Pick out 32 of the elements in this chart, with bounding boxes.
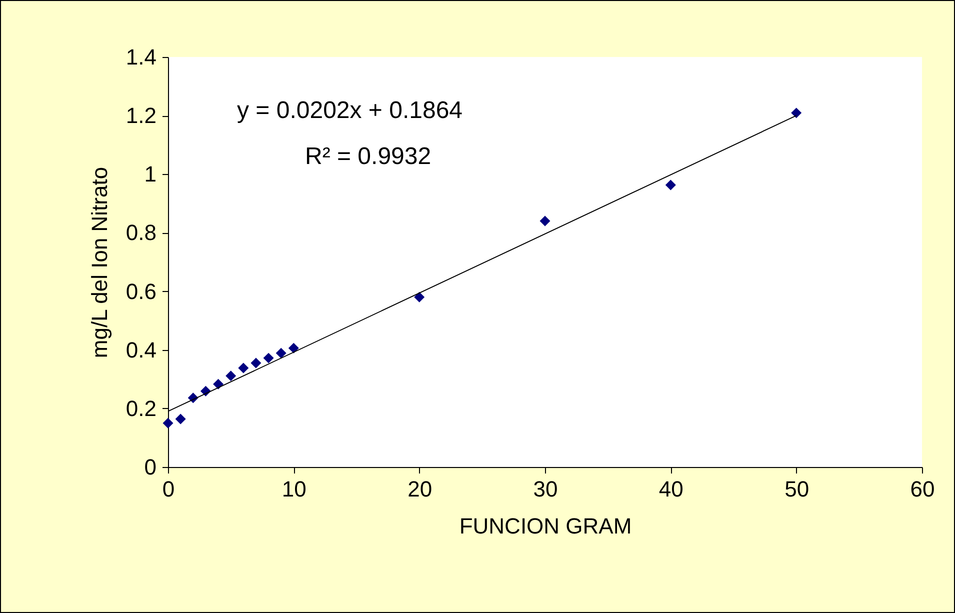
point (414, 292, 425, 302)
x-tick-label: 20 (408, 476, 432, 502)
point (213, 378, 224, 390)
point (288, 342, 299, 354)
point (263, 352, 274, 364)
point (175, 414, 186, 424)
y-axis-title: mg/L del Ion Nitrato (86, 166, 112, 358)
x-tick-label: 60 (910, 476, 935, 502)
y-tick-label: 0.6 (126, 278, 156, 304)
point (791, 108, 802, 118)
point (665, 180, 676, 190)
x-tick-label: 30 (533, 476, 558, 502)
point (250, 358, 262, 368)
y-tick-label: 1.4 (126, 44, 156, 70)
y-tick-label: 1 (144, 162, 156, 187)
x-tick-label: 40 (658, 476, 684, 502)
point (162, 418, 174, 428)
y-tick-label: 0.8 (126, 220, 156, 246)
x-axis-title: FUNCION GRAM (459, 514, 632, 538)
point (226, 370, 236, 382)
point (540, 216, 550, 226)
point (238, 362, 249, 374)
point (276, 348, 286, 358)
y-tick-label: 1.2 (126, 103, 156, 128)
x-tick-label: 50 (784, 476, 810, 502)
y-tick-label: 0.4 (126, 337, 156, 362)
x-tick-label: 10 (282, 476, 306, 502)
y-tick-label: 0 (144, 454, 156, 480)
annotation: y = 0.0202x + 0.1864 (237, 97, 463, 124)
x-tick-label: 0 (162, 476, 175, 502)
annotation: R² = 0.9932 (305, 143, 432, 170)
y-tick-label: 0.2 (126, 396, 156, 421)
